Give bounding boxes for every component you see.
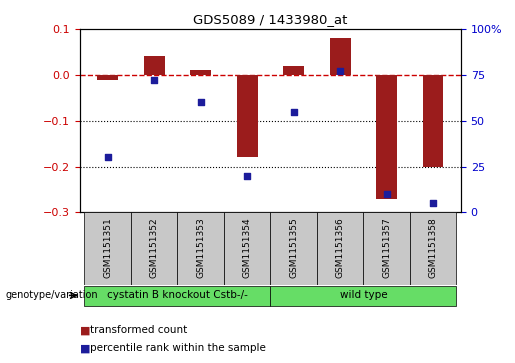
Text: genotype/variation: genotype/variation bbox=[5, 290, 98, 301]
Bar bbox=[410, 212, 456, 285]
Bar bbox=[363, 212, 410, 285]
Bar bbox=[97, 75, 118, 80]
Point bbox=[429, 200, 437, 206]
Title: GDS5089 / 1433980_at: GDS5089 / 1433980_at bbox=[193, 13, 348, 26]
Bar bbox=[237, 75, 258, 158]
Text: percentile rank within the sample: percentile rank within the sample bbox=[90, 343, 266, 354]
Bar bbox=[317, 212, 363, 285]
Text: ■: ■ bbox=[80, 325, 90, 335]
Bar bbox=[270, 286, 456, 306]
Text: GSM1151354: GSM1151354 bbox=[243, 217, 252, 278]
Text: GSM1151357: GSM1151357 bbox=[382, 217, 391, 278]
Point bbox=[336, 68, 344, 74]
Bar bbox=[283, 66, 304, 75]
Bar bbox=[131, 212, 178, 285]
Bar bbox=[376, 75, 397, 199]
Bar bbox=[423, 75, 443, 167]
Bar bbox=[144, 56, 165, 75]
Text: GSM1151352: GSM1151352 bbox=[150, 217, 159, 278]
Text: transformed count: transformed count bbox=[90, 325, 187, 335]
Text: GSM1151351: GSM1151351 bbox=[103, 217, 112, 278]
Text: wild type: wild type bbox=[339, 290, 387, 301]
Point bbox=[383, 191, 391, 197]
Text: GSM1151356: GSM1151356 bbox=[336, 217, 345, 278]
Bar bbox=[84, 212, 131, 285]
Text: GSM1151355: GSM1151355 bbox=[289, 217, 298, 278]
Point bbox=[150, 77, 158, 83]
Text: cystatin B knockout Cstb-/-: cystatin B knockout Cstb-/- bbox=[107, 290, 248, 301]
Bar bbox=[270, 212, 317, 285]
Text: GSM1151353: GSM1151353 bbox=[196, 217, 205, 278]
Point bbox=[197, 99, 205, 105]
Text: ■: ■ bbox=[80, 343, 90, 354]
Text: GSM1151358: GSM1151358 bbox=[428, 217, 438, 278]
Point bbox=[243, 173, 251, 179]
Bar bbox=[330, 38, 351, 75]
Bar bbox=[84, 286, 270, 306]
Bar bbox=[190, 70, 211, 75]
Bar bbox=[224, 212, 270, 285]
Bar bbox=[178, 212, 224, 285]
Point bbox=[289, 109, 298, 114]
Point bbox=[104, 155, 112, 160]
